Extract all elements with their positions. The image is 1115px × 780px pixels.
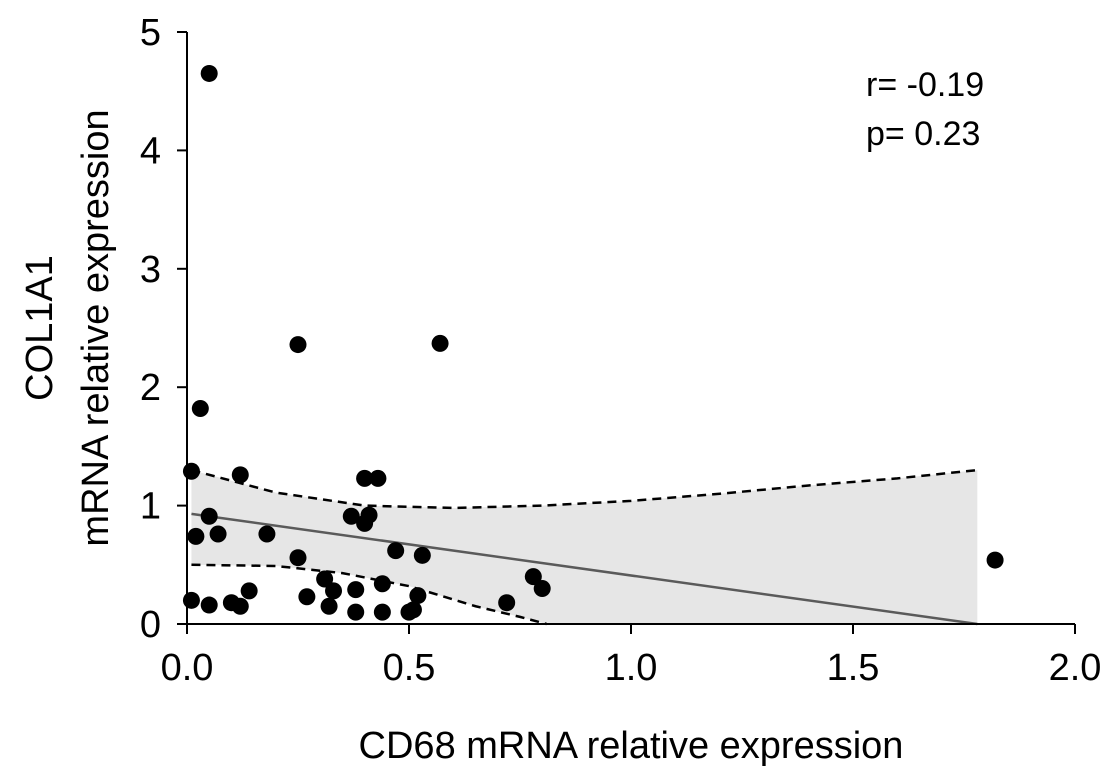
y-tick-label: 4 bbox=[140, 130, 161, 172]
data-point bbox=[533, 579, 551, 597]
y-tick-label: 5 bbox=[140, 12, 161, 54]
y-tick-label: 0 bbox=[140, 604, 161, 646]
confidence-band-layer bbox=[191, 470, 978, 624]
data-point bbox=[240, 582, 258, 600]
data-point bbox=[191, 400, 209, 418]
data-point bbox=[347, 581, 365, 599]
data-point bbox=[200, 596, 218, 614]
data-point bbox=[182, 591, 200, 609]
data-point bbox=[360, 506, 378, 524]
y-axis-title-line-2: mRNA relative expression bbox=[75, 109, 117, 546]
x-axis-title: CD68 mRNA relative expression bbox=[359, 725, 904, 767]
data-point bbox=[200, 64, 218, 82]
data-point bbox=[369, 469, 387, 487]
x-tick-label: 2.0 bbox=[1049, 647, 1102, 689]
x-tick-label: 0.0 bbox=[161, 647, 214, 689]
data-point bbox=[320, 597, 338, 615]
confidence-band-fill bbox=[191, 470, 978, 624]
data-point bbox=[258, 525, 276, 543]
data-point bbox=[231, 597, 249, 615]
data-point bbox=[200, 507, 218, 525]
data-point bbox=[289, 336, 307, 354]
regression-layer bbox=[191, 468, 978, 626]
data-point bbox=[187, 527, 205, 545]
correlation-r-annotation: r= -0.19 bbox=[866, 66, 984, 104]
p-value-annotation: p= 0.23 bbox=[866, 115, 980, 153]
y-axis-title-line-1: COL1A1 bbox=[19, 255, 61, 401]
y-tick-label: 1 bbox=[140, 486, 161, 528]
y-tick-label: 3 bbox=[140, 249, 161, 291]
data-point bbox=[413, 546, 431, 564]
data-point bbox=[986, 551, 1004, 569]
y-tick-label: 2 bbox=[140, 367, 161, 409]
data-point bbox=[524, 568, 542, 586]
ci-upper-curve bbox=[191, 468, 978, 510]
y-axis-title: COL1A1 mRNA relative expression bbox=[19, 109, 117, 546]
data-point bbox=[289, 549, 307, 567]
data-point bbox=[182, 462, 200, 480]
x-tick-label: 0.5 bbox=[383, 647, 436, 689]
x-tick-label: 1.5 bbox=[827, 647, 880, 689]
data-point bbox=[316, 570, 334, 588]
data-point bbox=[325, 582, 343, 600]
data-point bbox=[498, 594, 516, 612]
x-tick-label: 1.0 bbox=[605, 647, 658, 689]
data-point bbox=[209, 525, 227, 543]
points-layer bbox=[182, 64, 1004, 621]
data-point bbox=[373, 603, 391, 621]
data-point bbox=[387, 542, 405, 560]
data-point bbox=[356, 469, 374, 487]
data-point bbox=[298, 588, 316, 606]
data-point bbox=[404, 601, 422, 619]
ci-lower-curve bbox=[191, 563, 547, 626]
data-point bbox=[342, 507, 360, 525]
data-point bbox=[347, 603, 365, 621]
data-point bbox=[231, 466, 249, 484]
data-point bbox=[373, 575, 391, 593]
ticks-layer: 0.0 0.5 1.0 1.5 2.0 0 1 2 3 4 5 bbox=[140, 12, 1102, 689]
data-point bbox=[431, 334, 449, 352]
data-point bbox=[409, 587, 427, 605]
regression-line bbox=[191, 512, 978, 626]
